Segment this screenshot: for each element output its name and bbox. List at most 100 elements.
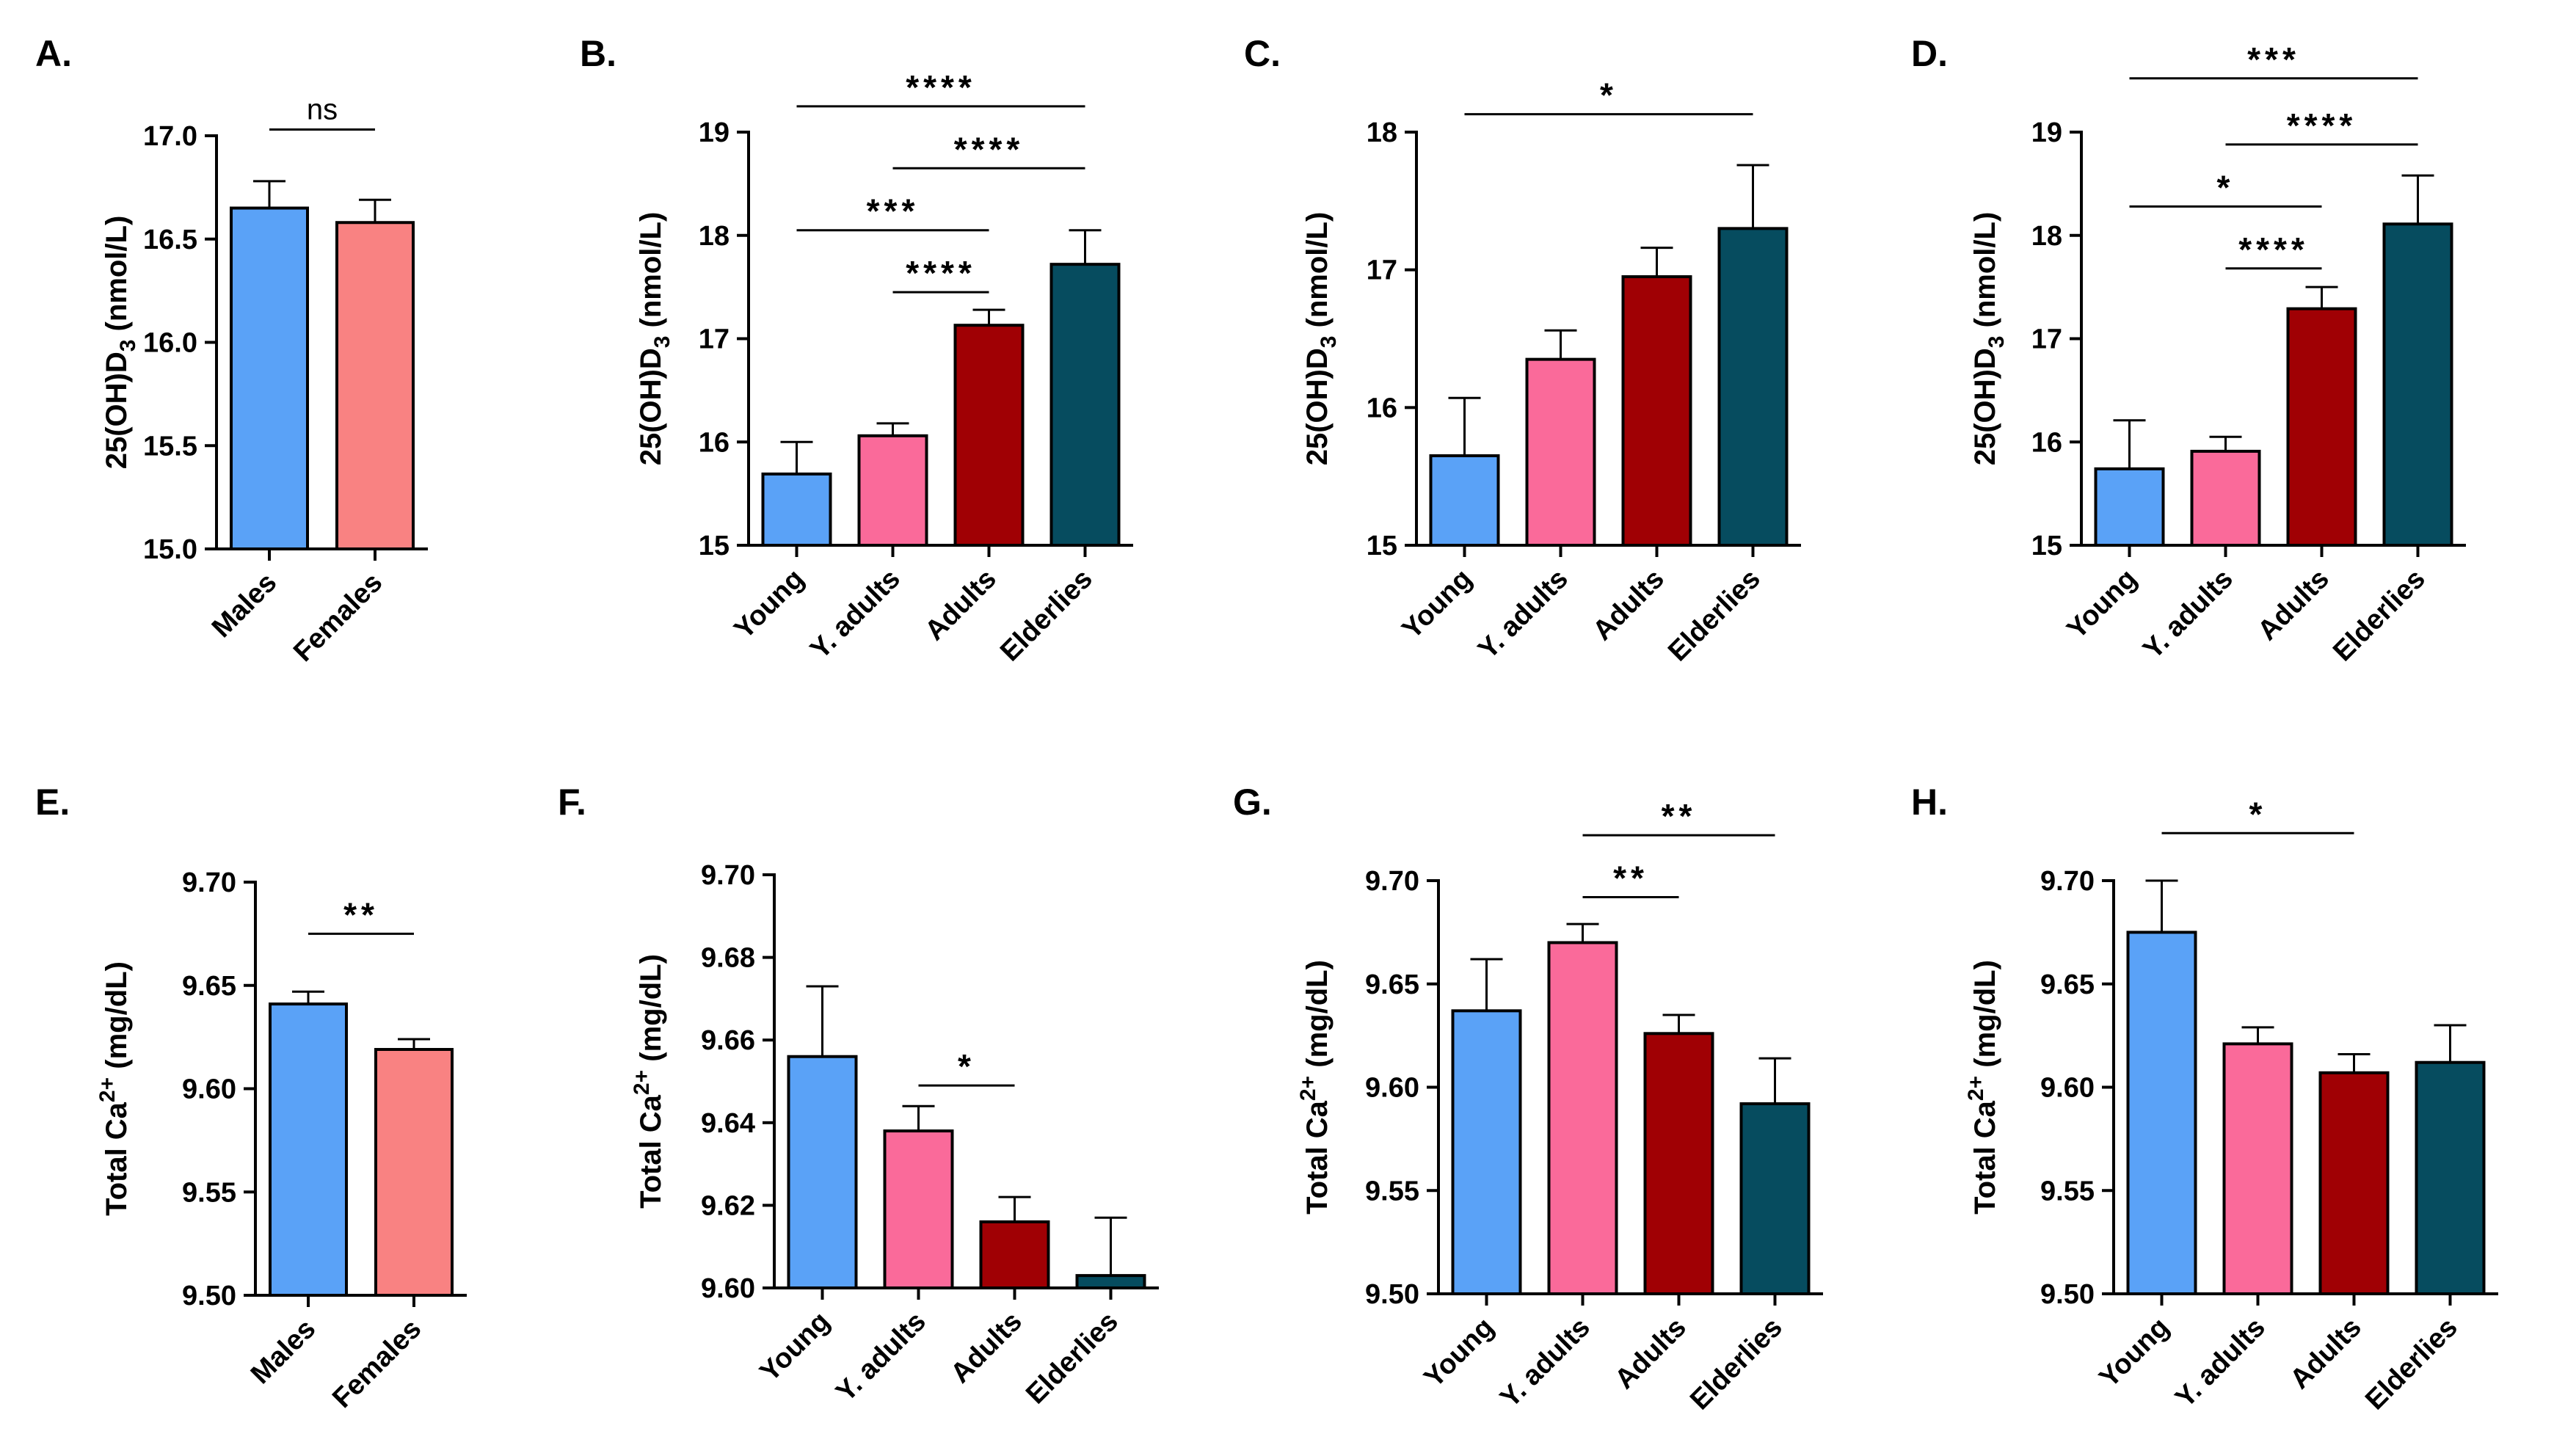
y-tick-label: 9.65 [1365, 969, 1419, 1000]
y-tick-label: 9.68 [701, 943, 755, 974]
bar-adults [2286, 307, 2357, 547]
panel-label: B. [580, 33, 616, 74]
bar-elderlies [1049, 263, 1121, 547]
y-tick-label: 16 [1367, 393, 1397, 423]
y-tick-label: 15 [2031, 531, 2062, 561]
significance-label: ** [1613, 859, 1648, 898]
y-axis-label-subscript: 3 [650, 336, 674, 349]
significance-label: **** [2238, 230, 2309, 269]
y-tick-label: 9.55 [1365, 1176, 1419, 1206]
panel-label: D. [1911, 33, 1948, 74]
y-axis-label-superscript: 2+ [630, 1070, 654, 1095]
y-axis-label-unit: (nmol/L) [1969, 212, 2001, 336]
bar-adults [2318, 1071, 2390, 1296]
bar-males [230, 206, 309, 550]
significance-label: **** [2287, 106, 2357, 145]
bar-adults [1621, 275, 1692, 547]
y-tick-label: 9.60 [2040, 1073, 2095, 1104]
bar-young [787, 1055, 858, 1289]
bar-adults [953, 324, 1025, 547]
y-axis-label-unit: (nmol/L) [101, 216, 133, 340]
y-tick-label: 9.70 [1365, 866, 1419, 897]
bar-elderlies [1075, 1274, 1146, 1289]
y-axis-label-subscript: 3 [116, 340, 140, 352]
y-tick-label: 16.5 [143, 225, 197, 255]
y-axis-label-unit: (nmol/L) [1301, 212, 1334, 336]
y-tick-label: 9.70 [182, 867, 236, 898]
y-tick-label: 9.64 [701, 1108, 755, 1139]
bar-adults [1643, 1032, 1714, 1296]
bar-adults [979, 1220, 1050, 1290]
y-axis-label-main: Total Ca [635, 1094, 667, 1209]
bar-young [1451, 1009, 1522, 1295]
panel-label: C. [1244, 33, 1281, 74]
bar-elderlies [2382, 222, 2453, 547]
y-tick-label: 18 [2031, 221, 2062, 252]
significance-label: * [2217, 168, 2235, 206]
significance-label: **** [906, 68, 976, 106]
bar-y-adults [857, 434, 928, 547]
y-axis-label-main: 25(OH)D [1301, 348, 1334, 465]
y-axis-label-main: Total Ca [101, 1102, 133, 1216]
y-tick-label: 16 [699, 427, 730, 458]
y-tick-label: 9.65 [2040, 969, 2095, 1000]
bar-y-adults [1547, 941, 1618, 1295]
y-tick-label: 15.5 [143, 431, 197, 462]
y-axis-label: Total Ca2+ (mg/dL) [1296, 960, 1334, 1215]
y-tick-label: 17 [699, 324, 730, 355]
y-axis-label-unit: (mg/dL) [1301, 960, 1334, 1076]
y-axis-label-unit: (mg/dL) [101, 961, 133, 1077]
y-tick-label: 15 [1367, 531, 1397, 561]
y-tick-label: 9.55 [2040, 1176, 2095, 1206]
y-tick-label: 19 [2031, 117, 2062, 148]
y-axis-label-main: Total Ca [1969, 1100, 2001, 1215]
significance-label: *** [2247, 40, 2300, 79]
y-tick-label: 15 [699, 531, 730, 561]
bar-females [335, 221, 415, 550]
significance-label: *** [867, 192, 920, 230]
bar-y-adults [1525, 357, 1596, 547]
y-axis-label-unit: (nmol/L) [635, 212, 667, 336]
y-tick-label: 9.50 [182, 1281, 236, 1311]
y-tick-label: 17 [1367, 255, 1397, 286]
y-tick-label: 9.70 [2040, 866, 2095, 897]
significance-label: **** [906, 254, 976, 292]
bar-young [1429, 454, 1500, 547]
y-axis-label: 25(OH)D3 (nmol/L) [1301, 212, 1341, 466]
y-tick-label: 9.50 [2040, 1279, 2095, 1310]
bar-females [374, 1048, 454, 1297]
y-tick-label: 9.62 [701, 1190, 755, 1221]
y-axis-label-unit: (mg/dL) [635, 954, 667, 1070]
y-tick-label: 18 [1367, 117, 1397, 148]
bar-elderlies [1717, 227, 1789, 547]
y-axis-label: Total Ca2+ (mg/dL) [1964, 960, 2001, 1215]
y-axis-label-main: 25(OH)D [1969, 348, 2001, 465]
bar-elderlies [1739, 1102, 1811, 1296]
panel-label: H. [1911, 782, 1948, 823]
bar-young [2094, 467, 2165, 547]
y-axis-label-subscript: 3 [1984, 336, 2009, 349]
y-tick-label: 18 [699, 221, 730, 252]
y-axis-label: Total Ca2+ (mg/dL) [95, 961, 133, 1216]
panel-label: A. [35, 33, 72, 74]
y-axis-label-superscript: 2+ [1964, 1076, 1988, 1101]
panel-label: E. [35, 782, 70, 823]
y-tick-label: 17 [2031, 324, 2062, 355]
significance-label: * [1600, 76, 1618, 114]
y-axis-label: 25(OH)D3 (nmol/L) [1969, 212, 2009, 466]
y-axis-label-unit: (mg/dL) [1969, 960, 2001, 1076]
y-tick-label: 19 [699, 117, 730, 148]
y-axis-label: 25(OH)D3 (nmol/L) [635, 212, 674, 466]
y-tick-label: 9.60 [1365, 1073, 1419, 1104]
significance-label: ns [307, 94, 338, 126]
y-tick-label: 9.70 [701, 860, 755, 891]
y-axis-label: Total Ca2+ (mg/dL) [630, 954, 667, 1209]
significance-label: **** [954, 130, 1025, 168]
y-axis-label-main: 25(OH)D [635, 348, 667, 465]
y-tick-label: 9.66 [701, 1025, 755, 1056]
bar-young [761, 472, 832, 547]
y-axis-label-subscript: 3 [1317, 336, 1341, 349]
y-axis-label-main: 25(OH)D [101, 352, 133, 469]
